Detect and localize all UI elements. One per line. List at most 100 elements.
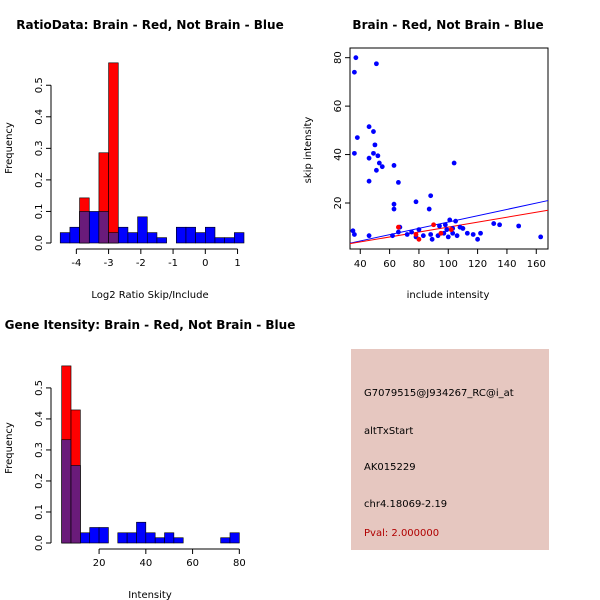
scatter-point-blue <box>391 201 397 207</box>
ratio-x-tick-label: 1 <box>234 258 240 269</box>
scatter-point-blue <box>451 160 457 166</box>
ratio-bar-blue <box>59 232 71 244</box>
info-panel: G7079515@J934267_RC@i_at altTxStart AK01… <box>351 349 549 550</box>
scatter-point-blue <box>491 221 497 226</box>
ratio-bar-overlap <box>79 211 90 244</box>
scatter-point-blue <box>475 236 480 242</box>
scatter-y-tick-label: 40 <box>333 148 344 161</box>
gene-y-tick-label: 0.2 <box>34 473 45 489</box>
scatter-point-blue <box>379 164 385 170</box>
scatter-x-tick-label: 140 <box>497 259 516 270</box>
ratio-y-tick-label: 0.1 <box>34 203 45 219</box>
gene-y-tick-label: 0.5 <box>34 380 45 396</box>
ratio-bar-blue <box>127 232 138 244</box>
scatter-point-blue <box>442 222 448 228</box>
scatter-point-blue <box>428 193 434 199</box>
scatter-point-blue <box>390 233 395 239</box>
info-probe-id: G7079515@J934267_RC@i_at <box>364 388 514 399</box>
scatter-point-blue <box>404 232 410 237</box>
ratio-bar-blue <box>88 211 100 244</box>
scatter-x-tick-label: 60 <box>383 259 396 270</box>
gene-bar-blue <box>220 537 231 544</box>
ratio-bar-blue <box>156 237 167 244</box>
scatter-point-blue <box>354 135 360 141</box>
ratio-x-tick-label: 0 <box>202 258 208 269</box>
gene-axes: 20 40 60 80 0.0 0.1 0.2 0.3 0.4 0.5 <box>34 380 246 569</box>
ratio-bars <box>59 62 245 244</box>
scatter-point-blue <box>391 163 397 168</box>
ratio-bar-blue <box>214 237 225 244</box>
ratio-y-tick-label: 0.0 <box>34 235 45 251</box>
scatter-point-blue <box>375 153 381 159</box>
info-accession: AK015229 <box>364 462 416 473</box>
scatter-point-blue <box>478 230 483 236</box>
scatter-x-tick-label: 120 <box>468 259 487 270</box>
ratio-bar-overlap <box>98 211 109 244</box>
info-pval: Pval: 2.000000 <box>364 528 439 539</box>
scatter-point-blue <box>396 229 401 235</box>
scatter-y-tick-label: 20 <box>333 197 344 210</box>
gene-bar-overlap <box>70 465 81 544</box>
scatter-title: Brain - Red, Not Brain - Blue <box>352 18 543 32</box>
gene-bar-blue <box>154 537 165 544</box>
ratio-x-tick-label: -3 <box>104 258 114 269</box>
scatter-point-blue <box>374 167 379 173</box>
info-location: chr4.18069-2.19 <box>364 499 447 510</box>
scatter-point-blue <box>409 229 414 235</box>
scatter-point-blue <box>428 232 434 237</box>
scatter-point-blue <box>454 233 460 239</box>
scatter-point-blue <box>371 150 376 156</box>
scatter-point-blue <box>416 227 422 233</box>
ratio-bar-blue <box>224 237 235 244</box>
ratio-y-tick-label: 0.4 <box>34 109 45 125</box>
gene-bar-blue <box>126 532 137 544</box>
scatter-point-blue <box>396 180 401 185</box>
scatter-y-tick-label: 80 <box>333 51 344 64</box>
scatter-x-tick-label: 40 <box>354 259 367 270</box>
gene-histogram-panel: Gene Itensity: Brain - Red, Not Brain - … <box>4 318 295 600</box>
scatter-point-blue <box>420 233 426 239</box>
scatter-point-blue <box>352 150 357 156</box>
scatter-point-red <box>416 236 422 242</box>
gene-xlabel: Intensity <box>128 590 172 600</box>
ratio-bar-red <box>108 62 119 244</box>
scatter-point-blue <box>426 206 432 212</box>
scatter-point-blue <box>366 233 372 239</box>
gene-bar-blue <box>80 532 91 544</box>
gene-bar-blue <box>117 532 128 544</box>
gene-y-tick-label: 0.3 <box>34 442 45 458</box>
scatter-x-tick-label: 80 <box>413 259 426 270</box>
ratio-x-tick-label: -1 <box>168 258 178 269</box>
gene-ylabel: Frequency <box>4 422 15 474</box>
scatter-point-red <box>413 232 419 237</box>
ratio-bar-blue <box>185 226 196 244</box>
scatter-point-blue <box>391 206 397 212</box>
scatter-point-blue <box>450 230 456 236</box>
scatter-point-blue <box>366 178 372 184</box>
scatter-point-blue <box>538 234 544 240</box>
ratio-bar-blue <box>146 232 158 244</box>
scatter-x-tick-label: 160 <box>527 259 546 270</box>
scatter-point-blue <box>444 227 450 233</box>
gene-title: Gene Itensity: Brain - Red, Not Brain - … <box>5 318 296 332</box>
gene-bar-blue <box>98 527 109 544</box>
scatter-point-blue <box>460 226 466 231</box>
scatter-point-red <box>448 227 454 233</box>
scatter-point-blue <box>352 69 357 75</box>
gene-x-tick-label: 40 <box>139 558 152 569</box>
scatter-point-blue <box>413 199 419 205</box>
gene-x-tick-label: 20 <box>93 558 106 569</box>
gene-x-tick-label: 60 <box>186 558 199 569</box>
ratio-x-tick-label: -4 <box>71 258 81 269</box>
scatter-point-blue <box>376 160 382 166</box>
scatter-panel: Brain - Red, Not Brain - Blue include in… <box>303 18 549 301</box>
scatter-point-blue <box>470 232 476 237</box>
gene-y-tick-label: 0.0 <box>34 535 45 551</box>
scatter-point-blue <box>371 129 376 134</box>
ratio-y-tick-label: 0.2 <box>34 172 45 188</box>
scatter-point-blue <box>445 234 451 240</box>
ratio-bar-blue <box>234 232 245 244</box>
ratio-bar-blue <box>195 232 206 244</box>
